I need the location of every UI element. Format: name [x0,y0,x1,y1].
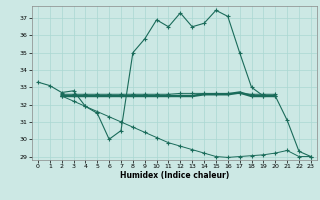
X-axis label: Humidex (Indice chaleur): Humidex (Indice chaleur) [120,171,229,180]
